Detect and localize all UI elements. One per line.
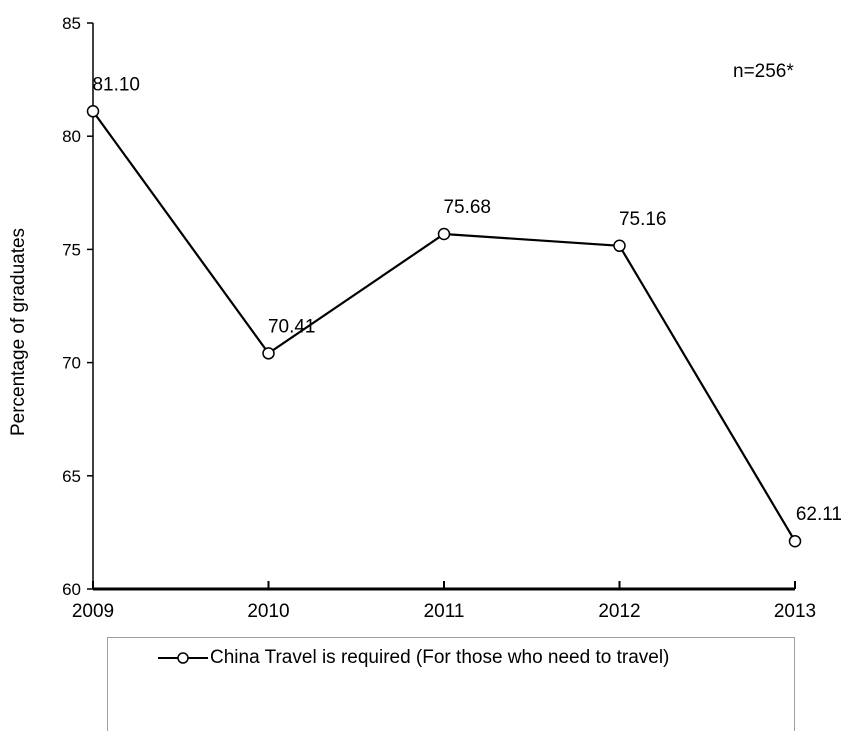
data-labels: 81.10 70.41 75.68 75.16 62.11 (92, 74, 842, 525)
y-tick-label: 85 (62, 14, 81, 33)
y-tick-label: 70 (62, 354, 81, 373)
data-point (262, 347, 275, 360)
data-label: 81.10 (92, 74, 140, 95)
y-tick-label: 65 (62, 467, 81, 486)
data-label: 75.16 (619, 209, 667, 230)
data-point (613, 239, 626, 253)
data-point (788, 534, 802, 548)
data-label: 62.11 (796, 504, 842, 525)
line-chart: 60 65 70 75 80 85 2009 2010 2011 2012 2013 81.10 7… (8, 14, 842, 622)
y-axis-ticks: 60 65 70 75 80 85 (62, 14, 93, 599)
legend-label: China Travel is required (For those who … (210, 647, 670, 668)
legend-entry: China Travel is required (For those who … (158, 647, 670, 668)
data-point (437, 227, 451, 241)
y-tick-label: 75 (62, 240, 81, 259)
x-tick-label: 2010 (247, 601, 289, 622)
x-tick-label: 2009 (72, 601, 114, 622)
series-line (92, 110, 796, 542)
y-tick-label: 60 (62, 580, 81, 599)
legend: China Travel is required (For those who … (107, 637, 795, 731)
series-markers (86, 105, 802, 548)
x-axis-ticks: 2009 2010 2011 2012 2013 (72, 581, 816, 622)
x-tick-label: 2011 (424, 601, 465, 622)
data-label: 75.68 (443, 197, 491, 218)
y-axis-title: Percentage of graduates (8, 228, 29, 436)
y-tick-label: 80 (62, 127, 81, 146)
data-label: 70.41 (268, 316, 316, 337)
x-tick-label: 2013 (774, 601, 816, 622)
legend-line-circle-icon (158, 652, 208, 664)
sample-size-annotation: n=256* (733, 61, 794, 82)
x-tick-label: 2012 (598, 601, 640, 622)
data-point (86, 105, 100, 118)
